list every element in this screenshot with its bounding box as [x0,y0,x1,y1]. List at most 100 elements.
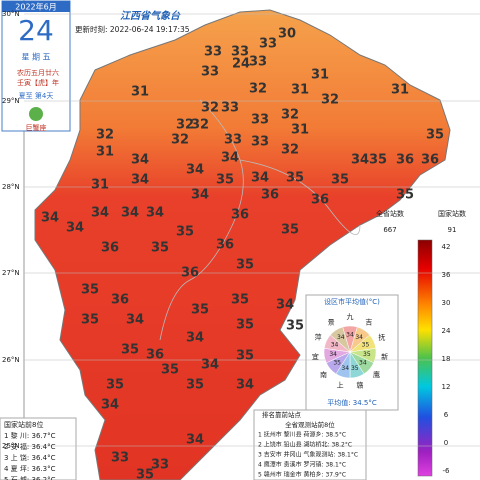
color-bar-tick: 36 [442,271,451,279]
temperature-label: 34 [251,171,269,186]
pie-value: 34 [341,365,349,372]
temperature-label: 36 [396,153,414,168]
temperature-label: 36 [181,266,199,281]
temperature-label: 35 [331,173,349,188]
temperature-label: 36 [261,188,279,203]
temperature-label: 35 [121,343,139,358]
color-bar-tick: -6 [443,467,451,475]
temperature-label: 33 [249,55,267,70]
temperature-label: 34 [146,206,164,221]
temperature-label: 34 [236,378,254,393]
latitude-label: 30°N [2,10,20,18]
temperature-label: 32 [191,118,209,133]
calendar-lunar: 农历五月廿六 [17,68,59,77]
legend-count: 91 [448,226,457,234]
temperature-label: 36 [146,348,164,363]
temperature-label: 36 [111,293,129,308]
boundary [239,159,361,236]
temperature-label: 34 [186,433,204,448]
pie-city: 萍 [315,332,322,341]
pie-value: 35 [351,365,359,372]
temperature-label: 35 [426,128,444,143]
temperature-label: 35 [236,318,254,333]
province-row: 5 赣州市 瑞金市 黄柏乡: 37.9°C [258,471,346,479]
national-row: 1 黎 川: 36.7°C [4,431,56,440]
temperature-label: 33 [259,37,277,52]
temperature-label: 31 [291,83,309,98]
temperature-label: 35 [191,303,209,318]
temperature-label: 35 [396,188,414,203]
temperature-label: 36 [311,193,329,208]
temperature-label: 31 [291,123,309,138]
temperature-label: 35 [281,223,299,238]
temperature-label: 35 [136,468,154,480]
national-title: 国家站前8位 [4,420,43,429]
temperature-label: 35 [236,258,254,273]
temperature-label: 35 [186,378,204,393]
temperature-label: 30 [278,27,296,42]
temperature-label: 34 [131,173,149,188]
pie-city: 九 [347,312,354,321]
temperature-label: 35 [231,293,249,308]
temperature-label: 35 [81,313,99,328]
pie-value: 34 [329,351,337,358]
color-bar-tick: 6 [444,411,449,419]
temperature-label: 34 [201,358,219,373]
province-row: 2 上饶市 铅山县 湖坊桥北: 38.2°C [258,441,352,449]
temperature-label: 35 [151,241,169,256]
temperature-label: 32 [171,133,189,148]
zodiac-icon [29,107,43,121]
temperature-label: 31 [131,85,149,100]
temperature-label: 36 [231,208,249,223]
temperature-label: 33 [201,65,219,80]
pie-city: 吉 [365,319,372,327]
province-row: 4 鹰潭市 贵溪市 罗河镇: 38.1°C [258,461,346,469]
temperature-label: 32 [96,128,114,143]
temperature-label: 33 [231,45,249,60]
temperature-label: 34 [126,313,144,328]
temperature-label: 33 [251,135,269,150]
national-row: 3 上 饶: 36.4°C [4,453,56,462]
temperature-label: 32 [249,82,267,97]
temperature-label: 34 [186,163,204,178]
temperature-label: 35 [176,225,194,240]
boundary [159,99,244,341]
temperature-label: 34 [121,206,139,221]
temperature-label: 32 [281,108,299,123]
temperature-label: 33 [151,458,169,473]
pie-average: 平均值: 34.5°C [327,398,377,407]
temperature-label: 35 [236,349,254,364]
legend-count: 667 [383,226,396,234]
temperature-label: 34 [186,331,204,346]
latitude-label: 27°N [2,269,20,277]
color-bar-tick: 24 [442,327,451,335]
color-bar-tick: 30 [442,299,451,307]
temperature-label: 35 [81,283,99,298]
province-row: 1 抚州市 黎川县 荷源乡: 38.5°C [258,431,346,439]
pie-city: 宜 [312,352,319,361]
temperature-label: 32 [321,93,339,108]
temperature-label: 33 [251,113,269,128]
temperature-label: 31 [391,83,409,98]
pie-value: 34 [355,334,363,341]
temperature-label: 35 [286,171,304,186]
temperature-label: 34 [351,153,369,168]
temperature-label: 33 [221,101,239,116]
pie-value: 34 [331,341,339,348]
temperature-label: 33 [111,451,129,466]
pie-value: 35 [363,351,371,358]
temperature-label: 34 [41,211,59,226]
calendar-month: 2022年6月 [15,2,56,12]
temperature-label: 32 [176,118,194,133]
calendar-zodiac: 巨蟹座 [26,123,47,132]
calendar-day: 24 [18,14,54,47]
temperature-label: 34 [66,221,84,236]
temperature-label: 36 [101,241,119,256]
pie-value: 34 [346,332,354,339]
temperature-label: 35 [161,363,179,378]
temperature-label: 35 [369,153,387,168]
temperature-label: 35 [286,319,304,334]
pie-city: 鹰 [373,370,380,379]
calendar-header [2,1,70,12]
